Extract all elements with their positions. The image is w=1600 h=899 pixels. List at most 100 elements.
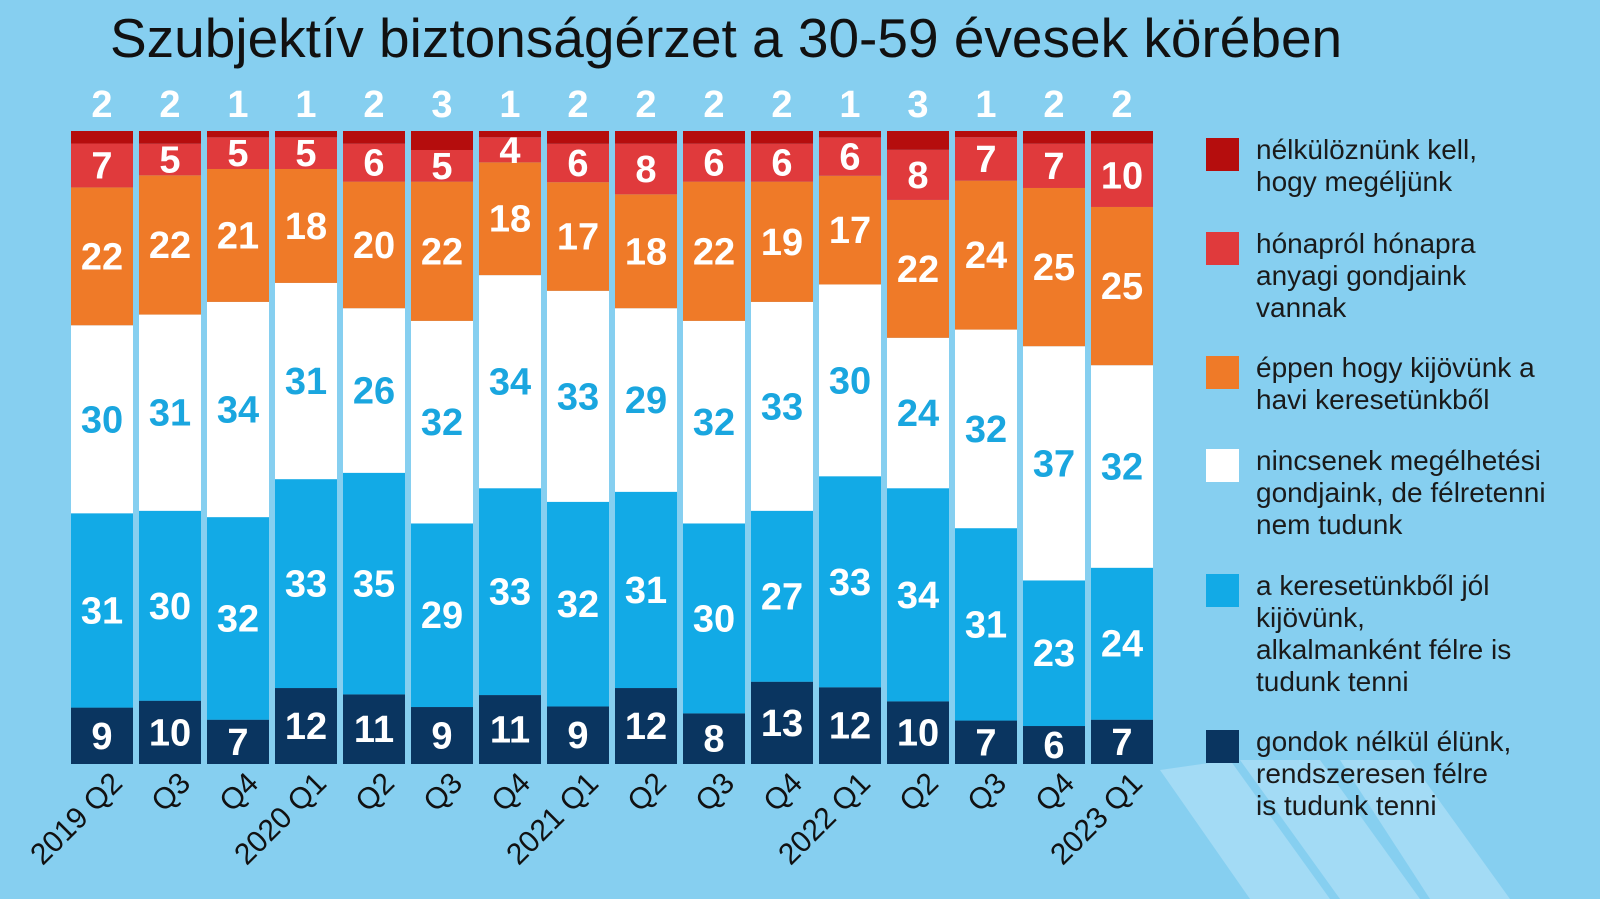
bar-segment [1023,131,1085,144]
bar-segment [887,149,949,200]
top-value-label: 2 [1111,84,1132,126]
bar-segment [751,131,813,144]
bar-value-label: 7 [975,139,996,181]
top-value-label: 1 [227,84,248,126]
bar-value-label: 31 [965,604,1007,646]
bar-segment [343,143,405,182]
bar-group-13: 10 34 24 22 8 3 [887,84,949,764]
bar-segment [819,687,881,764]
bar-group-8: 9 32 33 17 6 2 [547,84,609,764]
bar-value-label: 30 [829,360,871,402]
bar-segment [71,143,133,188]
category-tick-label: Q2 [621,767,673,819]
bar-value-label: 10 [897,713,939,755]
bar-value-label: 7 [1111,722,1132,764]
bar-segment [479,162,541,276]
bar-value-label: 9 [431,716,452,758]
bar-segment [615,491,677,689]
top-value-label: 1 [295,84,316,126]
bar-value-label: 8 [907,155,928,197]
bar-segment [343,694,405,764]
bar-segment [1091,567,1153,720]
bar-value-label: 22 [81,236,123,278]
bar-segment [887,701,949,764]
bar-segment [751,143,813,182]
bar-value-label: 22 [421,231,463,273]
bar-segment [887,488,949,702]
bar-value-label: 22 [149,225,191,267]
bar-segment [71,707,133,764]
bar-value-label: 6 [703,143,724,185]
legend-label-line: gondjaink, de félretenni [1256,477,1546,508]
bar-segment [955,137,1017,181]
bar-value-label: 21 [217,215,259,257]
bar-value-label: 31 [81,590,123,632]
category-tick-label: Q3 [689,767,741,819]
bar-segment [751,681,813,764]
legend-label-line: nincsenek megélhetési [1256,445,1541,476]
bar-group-16: 7 24 32 25 10 2 [1091,84,1153,764]
bar-group-7: 11 33 34 18 41 [479,84,541,764]
bar-segment [207,719,269,764]
bar-value-label: 7 [227,722,248,764]
category-tick-label: Q2 [893,767,945,819]
bar-segment [547,143,609,183]
bar-segment [955,131,1017,138]
category-tick-label: Q3 [145,767,197,819]
category-tick-label: Q4 [485,767,537,819]
top-value-label: 2 [1043,84,1064,126]
bar-value-label: 9 [567,715,588,757]
legend-label-line: tudunk tenni [1256,666,1409,697]
bar-group-6: 9 29 32 22 5 3 [411,84,473,764]
bar-value-label: 32 [217,598,259,640]
bar-value-label: 29 [421,595,463,637]
bar-segment [1023,346,1085,581]
bar-segment [1091,131,1153,144]
legend-label-line: is tudunk tenni [1256,790,1437,821]
bar-segment [1091,206,1153,366]
bar-group-14: 7 31 32 24 7 1 [955,84,1017,764]
bar-segment [615,194,677,309]
bar-value-label: 12 [625,706,667,748]
bar-segment [71,131,133,144]
top-value-label: 3 [907,84,928,126]
bar-segment [139,510,201,701]
bar-segment [615,131,677,144]
bar-value-label: 32 [421,402,463,444]
legend-label: a keresetünkből jól kijövünk, alkalmanként… [1256,570,1596,698]
top-value-label: 1 [839,84,860,126]
bar-segment [479,275,541,489]
bar-segment [819,476,881,688]
category-tick-label: Q3 [961,767,1013,819]
bar-value-label: 27 [761,576,803,618]
bar-segment [411,181,473,321]
top-value-label: 3 [431,84,452,126]
bar-segment [411,320,473,524]
legend-label: gondok nélkül élünk, rendszeresen félre is… [1256,726,1596,822]
bar-value-label: 22 [897,249,939,291]
bar-value-label: 32 [1101,446,1143,488]
bar-segment [751,510,813,682]
category-tick-label: 2019 Q2 [24,767,129,872]
top-value-label: 2 [91,84,112,126]
bar-segment [139,131,201,144]
bar-value-label: 9 [91,716,112,758]
bar-value-label: 23 [1033,633,1075,675]
legend-label-line: a keresetünkből jól [1256,570,1490,601]
bar-segment [1023,580,1085,727]
category-tick-label: Q4 [1029,767,1081,819]
bar-value-label: 31 [149,393,191,435]
bar-segment [819,131,881,138]
top-value-label: 1 [975,84,996,126]
bar-segment [411,131,473,150]
bar-segment [275,688,337,764]
bar-value-label: 33 [557,376,599,418]
bar-group-10: 8 30 32 22 6 2 [683,84,745,764]
bar-value-label: 10 [149,712,191,754]
bar-value-label: 30 [149,586,191,628]
bar-segment [207,131,269,138]
legend-label-line: nem tudunk [1256,509,1403,540]
bar-segment [887,337,949,489]
bar-segment [139,700,201,764]
